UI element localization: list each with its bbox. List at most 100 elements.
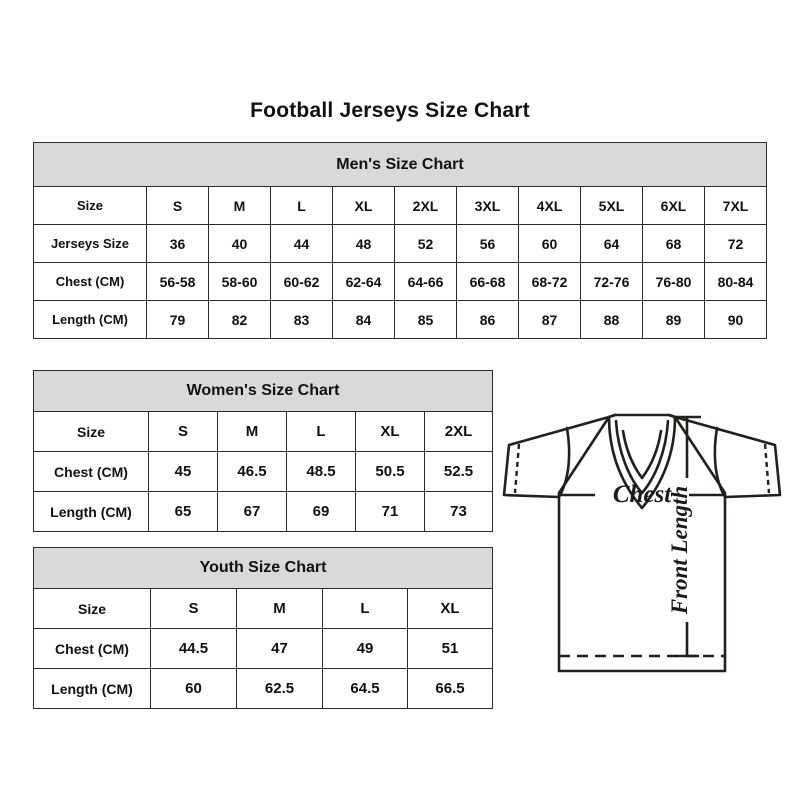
cell-women-size-l: L (286, 411, 356, 452)
cell-men-jerseys-xl: 48 (332, 224, 395, 263)
cell-men-jerseys-2xl: 52 (394, 224, 457, 263)
cell-men-size-xl: XL (332, 186, 395, 225)
cell-women-length-l: 69 (286, 491, 356, 532)
cell-women-chest-2xl: 52.5 (423, 451, 494, 492)
row-label-chest: Chest (CM) (33, 451, 149, 492)
cell-men-length-l: 83 (270, 300, 333, 339)
chest-label: Chest (613, 481, 672, 508)
table-row: Size S M L XL (33, 588, 494, 629)
cell-men-chest-4xl: 68-72 (518, 262, 581, 301)
cell-men-jerseys-m: 40 (208, 224, 271, 263)
vneck-collar-outer (607, 413, 677, 510)
cell-men-size-s: S (146, 186, 209, 225)
table-row: Chest (CM) 56-58 58-60 60-62 62-64 64-66… (33, 262, 767, 301)
cell-men-length-7xl: 90 (704, 300, 767, 339)
cell-women-length-m: 67 (217, 491, 287, 532)
table-row: Length (CM) 79 82 83 84 85 86 87 88 89 9… (33, 300, 767, 339)
cell-men-length-5xl: 88 (580, 300, 643, 339)
left-armhole-seam (557, 426, 571, 499)
cell-youth-length-s: 60 (150, 668, 237, 709)
cell-women-chest-m: 46.5 (217, 451, 287, 492)
cell-men-length-6xl: 89 (642, 300, 705, 339)
cell-women-length-xl: 71 (355, 491, 425, 532)
cell-men-chest-s: 56-58 (146, 262, 209, 301)
sleeve-cuff-dashes (513, 443, 771, 494)
cell-youth-size-l: L (322, 588, 408, 629)
cell-men-size-m: M (208, 186, 271, 225)
cell-youth-chest-s: 44.5 (150, 628, 237, 669)
cell-men-jerseys-4xl: 60 (518, 224, 581, 263)
right-armhole-seam (713, 426, 727, 499)
table-row: Chest (CM) 44.5 47 49 51 (33, 628, 494, 669)
cell-women-chest-xl: 50.5 (355, 451, 425, 492)
mens-caption-text: Men's Size Chart (336, 155, 464, 173)
cell-youth-length-m: 62.5 (236, 668, 323, 709)
tshirt-outline (502, 413, 782, 673)
row-label-length: Length (CM) (33, 491, 149, 532)
womens-size-chart-table: Women's Size Chart Size S M L XL 2XL Che… (32, 370, 494, 532)
front-length-label: Front Length (667, 486, 692, 615)
table-row: Chest (CM) 45 46.5 48.5 50.5 52.5 (33, 451, 494, 492)
cell-men-size-5xl: 5XL (580, 186, 643, 225)
cell-men-size-3xl: 3XL (456, 186, 519, 225)
cell-men-jerseys-l: 44 (270, 224, 333, 263)
cell-men-jerseys-5xl: 64 (580, 224, 643, 263)
cell-women-size-xl: XL (355, 411, 425, 452)
cell-women-chest-l: 48.5 (286, 451, 356, 492)
cell-youth-length-xl: 66.5 (406, 668, 494, 709)
shirt-body-path (557, 495, 727, 673)
cell-men-length-xl: 84 (332, 300, 395, 339)
cell-women-length-s: 65 (148, 491, 218, 532)
right-cuff-dashed-line (763, 443, 771, 494)
row-label-chest: Chest (CM) (33, 628, 151, 669)
cell-men-chest-3xl: 66-68 (456, 262, 519, 301)
cell-men-size-l: L (270, 186, 333, 225)
cell-women-size-2xl: 2XL (423, 411, 494, 452)
cell-men-length-m: 82 (208, 300, 271, 339)
youth-size-chart-table: Youth Size Chart Size S M L XL Chest (CM… (32, 547, 494, 709)
row-label-size: Size (33, 186, 147, 225)
left-sleeve-path (502, 415, 611, 499)
cell-youth-length-l: 64.5 (322, 668, 408, 709)
cell-men-chest-m: 58-60 (208, 262, 271, 301)
cell-youth-size-xl: XL (406, 588, 494, 629)
table-caption-row: Youth Size Chart (32, 547, 494, 589)
cell-youth-chest-l: 49 (322, 628, 408, 669)
cell-youth-chest-m: 47 (236, 628, 323, 669)
row-label-size: Size (33, 411, 149, 452)
cell-men-size-7xl: 7XL (704, 186, 767, 225)
table-row: Size S M L XL 2XL (33, 411, 494, 452)
cell-men-length-2xl: 85 (394, 300, 457, 339)
cell-men-size-2xl: 2XL (394, 186, 457, 225)
cell-men-chest-6xl: 76-80 (642, 262, 705, 301)
womens-table-caption: Women's Size Chart (32, 370, 494, 412)
cell-men-chest-5xl: 72-76 (580, 262, 643, 301)
cell-men-chest-l: 60-62 (270, 262, 333, 301)
table-caption-row: Men's Size Chart (33, 142, 767, 187)
cell-men-size-4xl: 4XL (518, 186, 581, 225)
cell-women-size-s: S (148, 411, 218, 452)
row-label-chest: Chest (CM) (33, 262, 147, 301)
youth-table-caption: Youth Size Chart (32, 547, 494, 589)
tshirt-measurement-diagram: Chest Front Length (497, 390, 787, 690)
cell-men-length-4xl: 87 (518, 300, 581, 339)
page-title: Football Jerseys Size Chart (250, 99, 530, 122)
row-label-jerseys-size: Jerseys Size (33, 224, 147, 263)
table-row: Jerseys Size 36 40 44 48 52 56 60 64 68 … (33, 224, 767, 263)
vneck-inner-line-2 (621, 429, 663, 480)
vneck-inner-line-1 (614, 419, 670, 495)
row-label-length: Length (CM) (33, 300, 147, 339)
cell-youth-size-s: S (150, 588, 237, 629)
tshirt-svg: Chest Front Length (502, 413, 782, 673)
mens-table-caption: Men's Size Chart (33, 142, 767, 187)
table-row: Size S M L XL 2XL 3XL 4XL 5XL 6XL 7XL (33, 186, 767, 225)
cell-women-chest-s: 45 (148, 451, 218, 492)
cell-women-length-2xl: 73 (423, 491, 494, 532)
cell-men-jerseys-7xl: 72 (704, 224, 767, 263)
cell-men-jerseys-s: 36 (146, 224, 209, 263)
left-cuff-dashed-line (513, 443, 521, 494)
cell-men-length-s: 79 (146, 300, 209, 339)
mens-size-chart-table: Men's Size Chart Size S M L XL 2XL 3XL 4… (33, 142, 767, 339)
cell-men-jerseys-3xl: 56 (456, 224, 519, 263)
cell-men-chest-2xl: 64-66 (394, 262, 457, 301)
